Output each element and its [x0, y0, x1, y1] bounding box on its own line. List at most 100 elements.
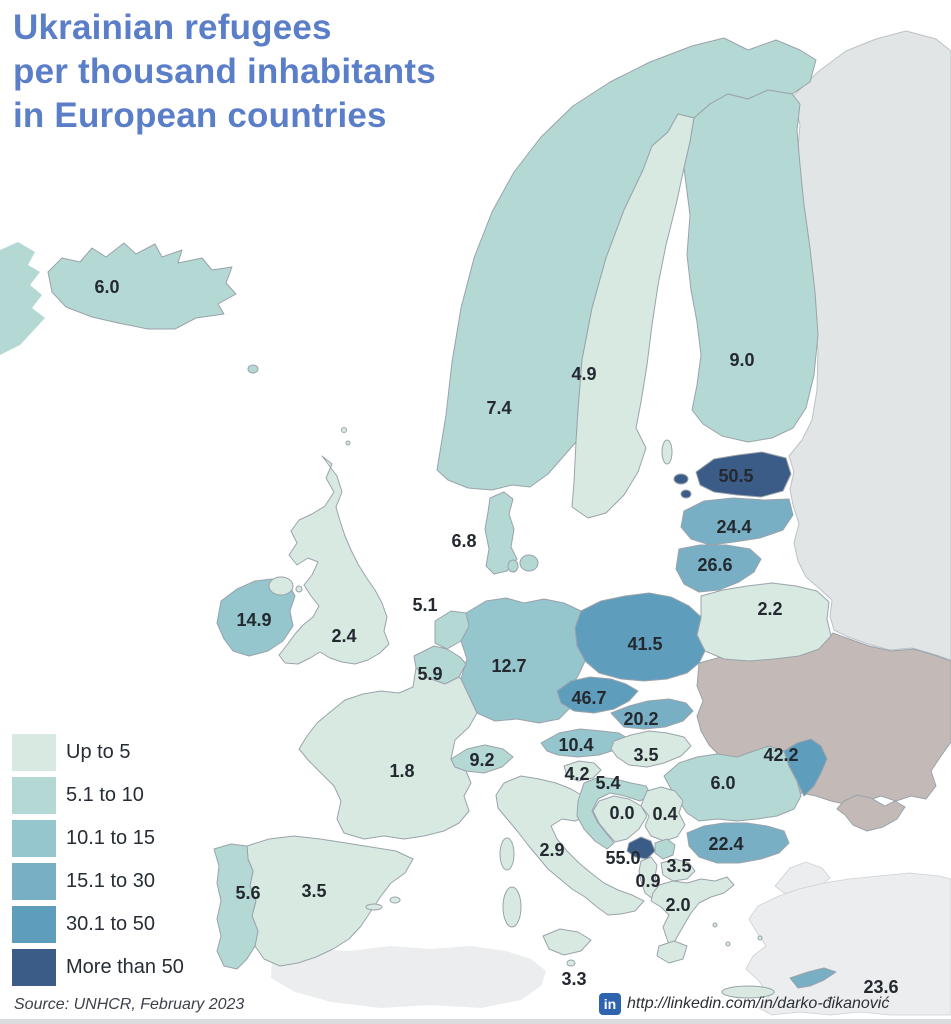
- value-iceland: 6.0: [94, 277, 119, 297]
- country-lithuania: [675, 544, 762, 593]
- country-ireland: [216, 578, 296, 657]
- legend-label: 5.1 to 10: [66, 784, 144, 806]
- country-cyprus: [789, 967, 837, 989]
- country-bulgaria: [686, 822, 790, 864]
- value-austria: 10.4: [558, 735, 593, 755]
- value-france: 1.8: [389, 761, 414, 781]
- country-france: [298, 667, 478, 840]
- value-czechia: 46.7: [571, 688, 606, 708]
- country-czechia: [556, 676, 639, 714]
- country-romania: [663, 745, 802, 822]
- linkedin-url: http://linkedin.com/in/darko-đikanović: [627, 995, 890, 1012]
- value-poland: 41.5: [627, 634, 662, 654]
- title-line-3: in European countries: [13, 96, 387, 135]
- legend-label: More than 50: [66, 956, 184, 978]
- linkedin-credit: in http://linkedin.com/in/darko-đikanovi…: [599, 993, 889, 1015]
- shetland-islands-south: [345, 440, 351, 446]
- value-croatia: 5.4: [595, 773, 620, 793]
- legend-swatch-more-than-50: [12, 949, 56, 986]
- value-spain: 3.5: [301, 881, 326, 901]
- crete-island: [721, 985, 775, 999]
- legend-swatch-5-to-10: [12, 777, 56, 814]
- hiiumaa-island: [680, 489, 692, 499]
- country-serbia: [640, 786, 686, 842]
- value-slovenia: 4.2: [564, 764, 589, 784]
- value-latvia: 24.4: [716, 517, 751, 537]
- value-malta: 3.3: [561, 969, 586, 989]
- value-norway: 7.4: [486, 398, 511, 418]
- menorca-island: [389, 896, 401, 904]
- value-switzerland: 9.2: [469, 750, 494, 770]
- value-labels: 6.0 7.4 4.9 9.0 50.5 24.4 26.6 2.2 6.8 1…: [94, 277, 898, 997]
- aegean-island-3: [757, 935, 763, 941]
- value-greece: 2.0: [665, 895, 690, 915]
- value-netherlands: 5.1: [412, 595, 437, 615]
- value-sweden: 4.9: [571, 364, 596, 384]
- peloponnese-peninsula: [656, 940, 688, 964]
- gotland-island: [661, 439, 673, 465]
- value-denmark: 6.8: [451, 531, 476, 551]
- corsica-island: [499, 837, 515, 871]
- value-finland: 9.0: [729, 350, 754, 370]
- faroe-islands: [247, 364, 259, 374]
- legend-swatch-up-to-5: [12, 734, 56, 771]
- aegean-island: [712, 922, 718, 928]
- value-montenegro: 55.0: [605, 848, 640, 868]
- legend-item-10-to-15: 10.1 to 15: [12, 820, 184, 857]
- country-finland: [683, 89, 819, 443]
- country-united-kingdom: [278, 455, 390, 665]
- country-kosovo: [654, 838, 676, 860]
- aegean-island-2: [725, 941, 731, 947]
- value-ireland: 14.9: [236, 610, 271, 630]
- value-lithuania: 26.6: [697, 555, 732, 575]
- country-portugal: [213, 843, 259, 970]
- country-belarus: [696, 582, 832, 662]
- value-hungary: 3.5: [633, 745, 658, 765]
- country-iceland: [47, 242, 237, 330]
- value-estonia: 50.5: [718, 466, 753, 486]
- page-title: Ukrainian refugees per thousand inhabita…: [13, 6, 573, 138]
- legend-item-30-to-50: 30.1 to 50: [12, 906, 184, 943]
- value-albania: 0.9: [635, 871, 660, 891]
- sicily-island: [542, 928, 592, 956]
- saaremaa-island: [673, 473, 689, 485]
- country-moldova: [783, 738, 828, 797]
- value-serbia: 0.4: [652, 804, 677, 824]
- country-estonia: [695, 451, 792, 498]
- legend-swatch-10-to-15: [12, 820, 56, 857]
- shetland-islands: [341, 427, 347, 433]
- northern-ireland: [268, 576, 294, 596]
- legend-swatch-15-to-30: [12, 863, 56, 900]
- country-malta: [566, 959, 576, 967]
- greenland-coast-fragment: [0, 242, 45, 355]
- north-africa-coast: [271, 946, 546, 1008]
- legend-item-up-to-5: Up to 5: [12, 734, 184, 771]
- legend: Up to 5 5.1 to 10 10.1 to 15 15.1 to 30 …: [12, 734, 184, 992]
- country-croatia: [576, 776, 652, 850]
- title-line-1: Ukrainian refugees: [13, 8, 332, 47]
- value-slovakia: 20.2: [623, 709, 658, 729]
- crimea-peninsula: [836, 794, 906, 832]
- value-germany: 12.7: [491, 656, 526, 676]
- value-bosnia: 0.0: [609, 803, 634, 823]
- country-netherlands: [434, 610, 470, 650]
- bottom-border-strip: [0, 1019, 951, 1024]
- country-montenegro: [626, 836, 656, 860]
- sardinia-island: [502, 886, 522, 928]
- value-bulgaria: 22.4: [708, 834, 743, 854]
- value-italy: 2.9: [539, 840, 564, 860]
- value-belarus: 2.2: [757, 599, 782, 619]
- country-slovakia: [610, 698, 694, 730]
- title-line-2: per thousand inhabitants: [13, 52, 436, 91]
- value-moldova: 42.2: [763, 745, 798, 765]
- mallorca-island: [365, 903, 383, 911]
- funen-island: [507, 559, 519, 573]
- legend-label: Up to 5: [66, 741, 131, 763]
- value-united-kingdom: 2.4: [331, 626, 356, 646]
- country-latvia: [680, 497, 794, 546]
- value-belgium: 5.9: [417, 664, 442, 684]
- value-portugal: 5.6: [235, 883, 260, 903]
- country-switzerland: [450, 744, 514, 774]
